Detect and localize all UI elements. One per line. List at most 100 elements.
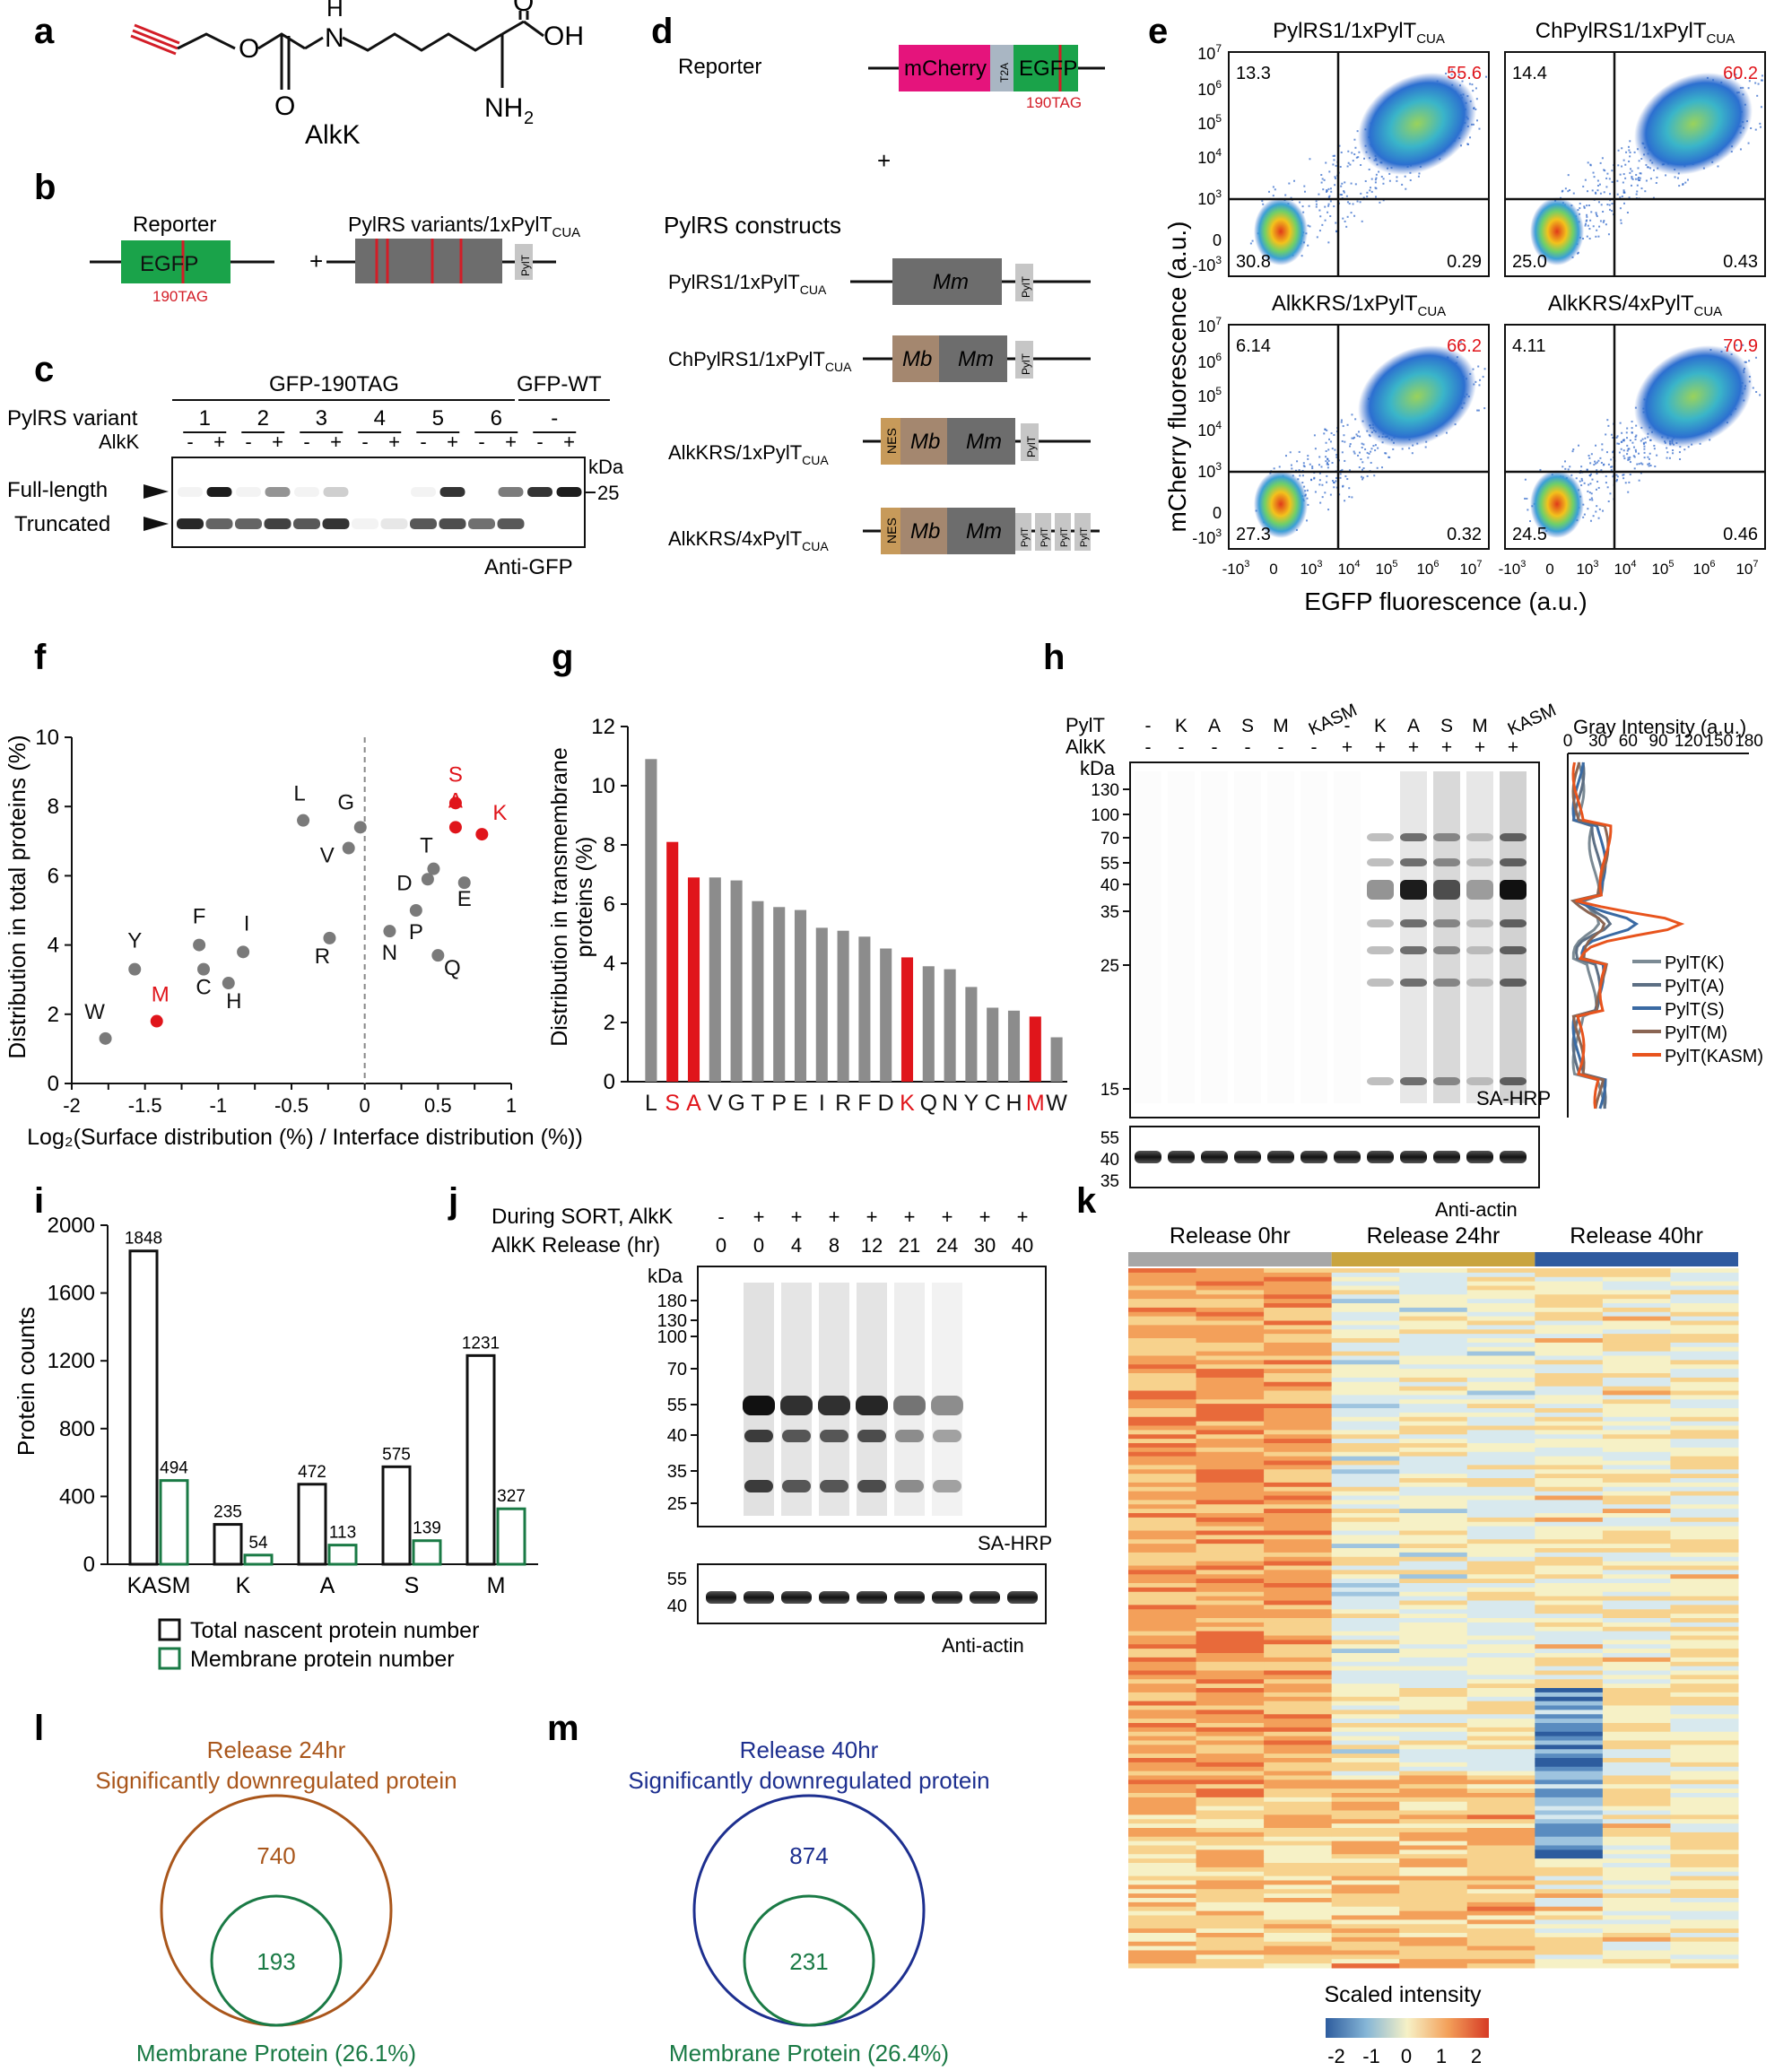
e-dot xyxy=(1610,469,1613,472)
e-dot xyxy=(1374,181,1377,184)
k-cell xyxy=(1331,1670,1400,1675)
k-cell xyxy=(1128,1666,1197,1671)
e-dot xyxy=(1348,487,1351,490)
e-dot xyxy=(1595,212,1597,214)
e-dot xyxy=(1622,190,1625,193)
panel-letter-h: h xyxy=(1043,638,1065,677)
e-dot xyxy=(1608,204,1611,206)
k-cell xyxy=(1670,1565,1739,1571)
k-cell xyxy=(1331,1758,1400,1763)
k-cell xyxy=(1670,1933,1739,1938)
f-xtick-label: -1 xyxy=(210,1094,228,1117)
k-cell xyxy=(1670,1329,1739,1335)
k-cell xyxy=(1535,1705,1604,1710)
k-cell xyxy=(1331,1495,1400,1501)
k-cell xyxy=(1128,1404,1197,1409)
e-dot xyxy=(1377,447,1379,449)
k-cell xyxy=(1399,1614,1468,1619)
e-dot xyxy=(1640,462,1642,465)
k-cell xyxy=(1399,1276,1468,1283)
i-ytick-label: 0 xyxy=(83,1553,95,1577)
k-cell xyxy=(1399,1390,1468,1396)
e-dot xyxy=(1353,138,1356,141)
k-cell xyxy=(1196,1364,1265,1370)
j-sort-lane-6: + xyxy=(904,1205,916,1228)
f-point-N xyxy=(383,925,396,938)
e-dot xyxy=(1747,87,1750,90)
e-dot xyxy=(1754,356,1757,359)
f-ytick-label: 2 xyxy=(48,1003,59,1027)
k-cell xyxy=(1466,1801,1535,1807)
e-dot xyxy=(1748,80,1751,83)
k-cell xyxy=(1670,1653,1739,1658)
e-dot xyxy=(1687,446,1690,448)
k-cell xyxy=(1128,1936,1197,1943)
k-cell xyxy=(1399,1753,1468,1759)
e-dot xyxy=(1640,172,1642,175)
e-dot xyxy=(1672,452,1675,455)
h-band xyxy=(1500,919,1527,927)
k-cell xyxy=(1196,1784,1265,1789)
k-cell xyxy=(1602,1605,1671,1610)
k-cell xyxy=(1264,1561,1333,1566)
k-cell xyxy=(1466,1736,1535,1741)
k-cell xyxy=(1128,1469,1197,1475)
k-cell xyxy=(1466,1740,1535,1745)
k-cell xyxy=(1331,1653,1400,1658)
e-dot xyxy=(1301,482,1304,484)
k-cell xyxy=(1670,1867,1739,1873)
k-cell xyxy=(1128,1276,1197,1283)
k-cell xyxy=(1466,1360,1535,1365)
e-dot xyxy=(1368,168,1370,170)
k-cell xyxy=(1128,1408,1197,1414)
k-cell xyxy=(1399,1311,1468,1318)
e-dot xyxy=(1340,185,1343,187)
k-cell xyxy=(1264,1377,1333,1383)
k-cell xyxy=(1602,1294,1671,1300)
k-cell xyxy=(1331,1963,1400,1969)
e-dot xyxy=(1596,461,1598,464)
k-cell xyxy=(1331,1281,1400,1286)
e-dot xyxy=(1342,485,1344,488)
d-construct-4-mb-box xyxy=(900,508,947,554)
k-cell xyxy=(1331,1898,1400,1903)
e-dot xyxy=(1582,516,1585,518)
e-dot xyxy=(1327,187,1330,190)
e-dot xyxy=(1724,346,1727,349)
k-cell xyxy=(1264,1731,1333,1737)
c-sign-10: + xyxy=(447,431,458,453)
f-point-label-C: C xyxy=(196,976,211,1000)
l-title-1: Release 24hr xyxy=(207,1736,346,1763)
h-alkk-lane-1: - xyxy=(1145,737,1152,758)
c-alkk-label: AlkK xyxy=(99,431,140,453)
k-cell xyxy=(1466,1276,1535,1283)
k-cell xyxy=(1128,1906,1197,1912)
k-cell xyxy=(1128,1661,1197,1667)
e-dot xyxy=(1596,473,1598,475)
e-dot xyxy=(1374,178,1377,181)
k-cell xyxy=(1466,1272,1535,1278)
k-cell xyxy=(1128,1898,1197,1903)
k-cell xyxy=(1535,1605,1604,1610)
k-cell xyxy=(1264,1688,1333,1693)
e-dot xyxy=(1629,151,1631,153)
k-cell xyxy=(1331,1329,1400,1335)
i-xtick-label-A: A xyxy=(320,1573,335,1598)
k-cell xyxy=(1535,1941,1604,1947)
k-cell xyxy=(1264,1587,1333,1593)
k-cell xyxy=(1196,1670,1265,1675)
k-cell xyxy=(1264,1539,1333,1545)
e-dot xyxy=(1360,458,1362,461)
e-q-ur-3: 66.2 xyxy=(1447,336,1482,356)
j-release-lane-9: 40 xyxy=(1012,1234,1033,1257)
k-cell xyxy=(1196,1583,1265,1588)
f-point-W xyxy=(99,1031,112,1045)
k-cell xyxy=(1128,1364,1197,1370)
k-cell xyxy=(1128,1858,1197,1864)
k-cell xyxy=(1399,1513,1468,1518)
k-cell xyxy=(1331,1530,1400,1536)
k-cell xyxy=(1535,1745,1604,1750)
k-cell xyxy=(1602,1552,1671,1558)
k-cell xyxy=(1399,1346,1468,1353)
